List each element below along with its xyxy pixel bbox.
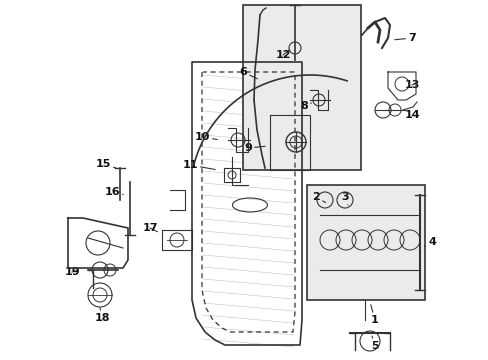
Text: 2: 2 [311,192,325,203]
Text: 6: 6 [239,67,257,79]
Text: 7: 7 [394,33,415,43]
Text: 15: 15 [95,159,116,169]
Text: 1: 1 [370,305,378,325]
Text: 9: 9 [244,143,264,153]
Text: 3: 3 [341,192,348,205]
Text: 11: 11 [182,160,215,170]
Text: 10: 10 [194,132,217,142]
Text: 8: 8 [300,101,311,111]
Text: 5: 5 [370,336,378,351]
Text: 16: 16 [104,187,123,197]
Text: 18: 18 [94,308,109,323]
Text: 17: 17 [142,223,158,233]
Bar [243,5,360,170]
Text: 4: 4 [424,237,435,247]
Text: 13: 13 [404,80,419,90]
Text: 14: 14 [404,110,419,120]
Text: 19: 19 [64,267,80,277]
Text: 12: 12 [275,50,290,60]
Bar [306,185,424,300]
